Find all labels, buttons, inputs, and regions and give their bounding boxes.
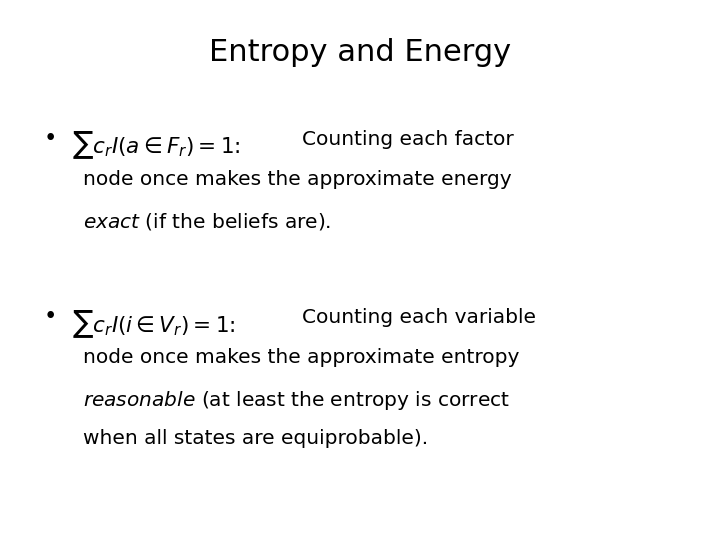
Text: $\sum c_r I(a \in F_r){=}1$:: $\sum c_r I(a \in F_r){=}1$: — [72, 130, 240, 161]
Text: •: • — [43, 305, 57, 328]
Text: Counting each variable: Counting each variable — [302, 308, 536, 327]
Text: node once makes the approximate energy: node once makes the approximate energy — [83, 170, 511, 189]
Text: $\sum c_r I(i \in V_r){=}1$:: $\sum c_r I(i \in V_r){=}1$: — [72, 308, 235, 340]
Text: Counting each factor: Counting each factor — [302, 130, 514, 148]
Text: Entropy and Energy: Entropy and Energy — [209, 38, 511, 67]
Text: $\mathit{exact}$ (if the beliefs are).: $\mathit{exact}$ (if the beliefs are). — [83, 211, 331, 232]
Text: $\mathit{reasonable}$ (at least the entropy is correct: $\mathit{reasonable}$ (at least the entr… — [83, 389, 510, 412]
Text: •: • — [43, 127, 57, 150]
Text: when all states are equiprobable).: when all states are equiprobable). — [83, 429, 428, 448]
Text: node once makes the approximate entropy: node once makes the approximate entropy — [83, 348, 519, 367]
